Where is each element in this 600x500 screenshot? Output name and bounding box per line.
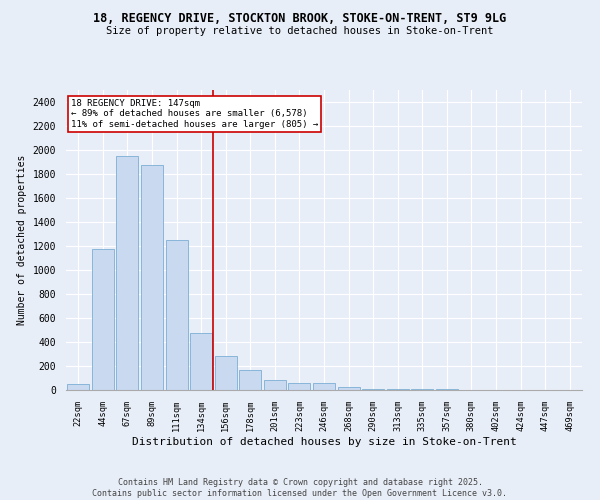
Bar — [116, 156, 139, 390]
Bar — [313, 384, 335, 390]
Bar — [239, 370, 262, 390]
Text: 18 REGENCY DRIVE: 147sqm
← 89% of detached houses are smaller (6,578)
11% of sem: 18 REGENCY DRIVE: 147sqm ← 89% of detach… — [71, 99, 319, 129]
Y-axis label: Number of detached properties: Number of detached properties — [17, 155, 27, 325]
Bar — [362, 389, 384, 390]
X-axis label: Distribution of detached houses by size in Stoke-on-Trent: Distribution of detached houses by size … — [131, 437, 517, 447]
Bar — [166, 240, 188, 390]
Bar — [141, 165, 163, 390]
Bar — [338, 387, 359, 390]
Bar — [67, 384, 89, 390]
Text: Contains HM Land Registry data © Crown copyright and database right 2025.
Contai: Contains HM Land Registry data © Crown c… — [92, 478, 508, 498]
Bar — [92, 249, 114, 390]
Bar — [215, 356, 237, 390]
Bar — [190, 333, 212, 390]
Text: Size of property relative to detached houses in Stoke-on-Trent: Size of property relative to detached ho… — [106, 26, 494, 36]
Bar — [386, 389, 409, 390]
Bar — [264, 380, 286, 390]
Bar — [289, 384, 310, 390]
Text: 18, REGENCY DRIVE, STOCKTON BROOK, STOKE-ON-TRENT, ST9 9LG: 18, REGENCY DRIVE, STOCKTON BROOK, STOKE… — [94, 12, 506, 26]
